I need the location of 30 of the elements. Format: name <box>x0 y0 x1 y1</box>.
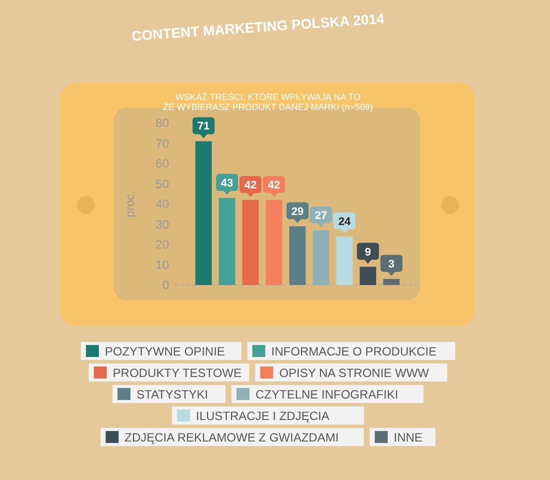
legend-label: ILUSTRACJE I ZDJĘCIA <box>196 409 330 423</box>
chart-title: CONTENT MARKETING POLSKA 2014 <box>131 10 385 44</box>
data-label: 27 <box>314 210 328 222</box>
data-label: 24 <box>338 216 352 228</box>
legend-label: INFORMACJE O PRODUKCIE <box>271 344 437 358</box>
y-tick-label: 0 <box>162 278 170 292</box>
legend-label: INNE <box>394 430 422 444</box>
y-tick-label: 40 <box>156 197 170 212</box>
y-tick-label: 70 <box>156 136 170 150</box>
y-tick-label: 60 <box>156 156 170 171</box>
y-tick-label: 10 <box>156 258 170 272</box>
data-label: 43 <box>220 177 234 190</box>
data-label: 9 <box>364 246 372 258</box>
legend-label: OPISY NA STRONIE WWW <box>279 366 430 380</box>
legend-label: ZDJĘCIA REKLAMOWE Z GWIAZDAMI <box>124 430 339 444</box>
y-tick-label: 20 <box>156 238 170 252</box>
y-tick-label: 50 <box>156 176 170 191</box>
y-tick-label: 80 <box>156 116 170 130</box>
data-label: 42 <box>268 179 280 192</box>
data-label: 29 <box>291 206 304 218</box>
y-tick-label: 30 <box>156 217 170 232</box>
y-axis-title: proc. <box>123 190 137 218</box>
data-label: 42 <box>244 179 257 192</box>
legend-label: STATYSTYKI <box>136 388 208 402</box>
legend-label: PRODUKTY TESTOWE <box>112 366 242 380</box>
legend-label: POZYTYWNE OPINIE <box>104 344 225 358</box>
data-label: 71 <box>197 120 210 133</box>
data-label: 3 <box>388 258 394 270</box>
legend-label: CZYTELNE INFOGRAFIKI <box>256 388 398 402</box>
chart-subtitle: WSKAŻ TREŚCI, KTÓRE WPŁYWAJĄ NA TO ŻE WYBIERASZ PRODUKT DANEJ MARKI (n=509) <box>162 91 374 112</box>
